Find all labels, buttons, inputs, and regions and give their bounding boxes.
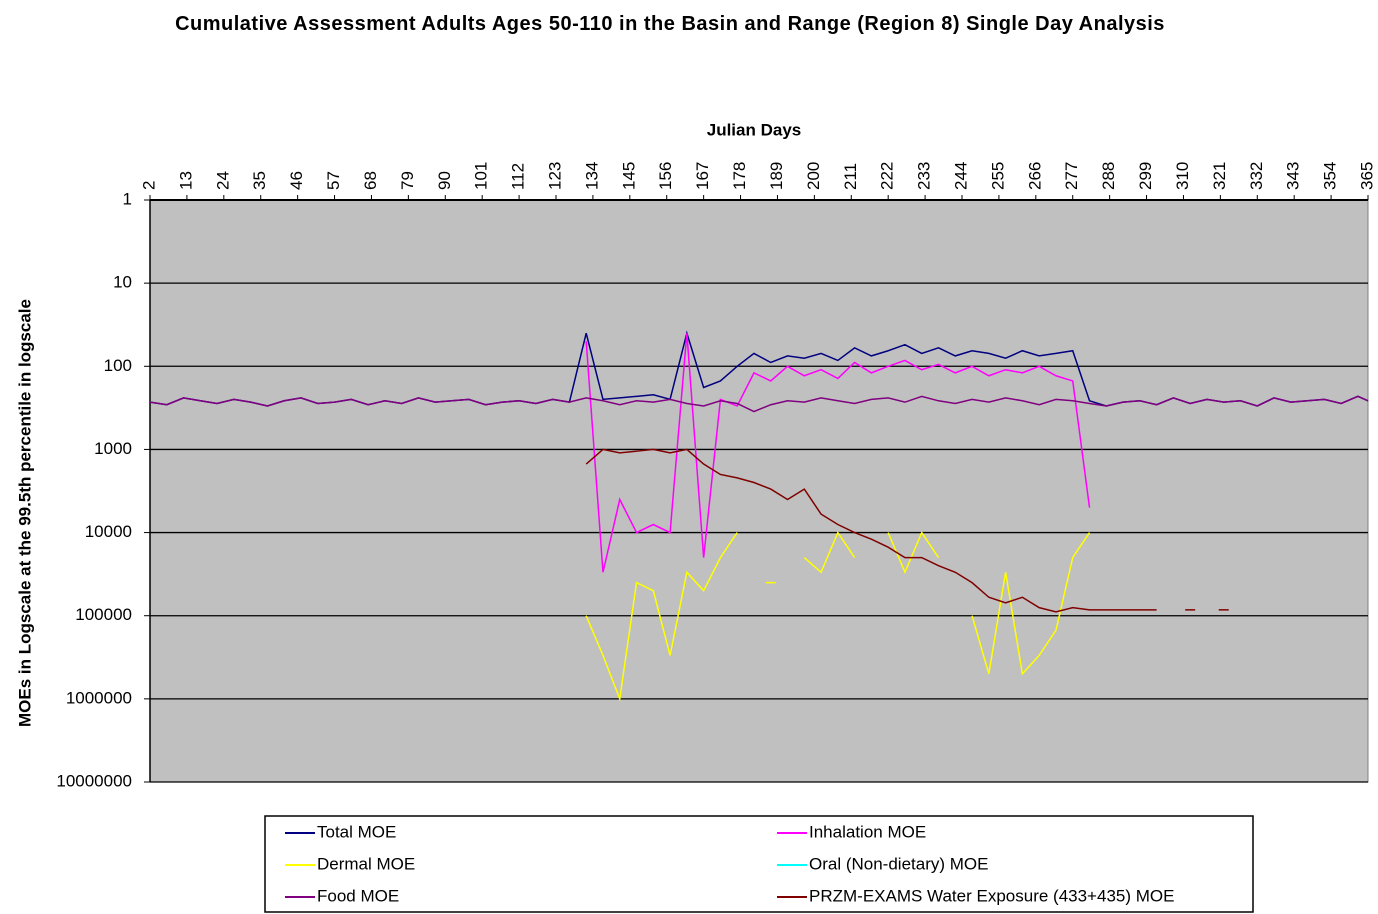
y-tick-label: 1 [123,189,132,208]
x-tick-label: 310 [1173,162,1192,190]
x-tick-label: 2 [139,181,158,190]
y-axis-label: MOEs in Logscale at the 99.5th percentil… [15,299,34,727]
x-tick-label: 277 [1062,162,1081,190]
x-tick-label: 244 [951,162,970,190]
x-tick-label: 332 [1247,162,1266,190]
y-tick-label: 1000000 [66,688,132,707]
legend-label: PRZM-EXAMS Water Exposure (433+435) MOE [809,886,1174,905]
x-tick-label: 68 [361,171,380,190]
legend-label: Oral (Non-dietary) MOE [809,854,988,873]
series-line [149,395,1369,413]
x-tick-label: 145 [619,162,638,190]
chart-title: Cumulative Assessment Adults Ages 50-110… [175,13,1165,35]
x-tick-label: 354 [1321,162,1340,190]
x-tick-label: 222 [878,162,897,190]
x-tick-label: 299 [1136,162,1155,190]
x-tick-label: 255 [988,162,1007,190]
x-tick-label: 211 [841,163,860,190]
x-tick-label: 156 [656,162,675,190]
x-tick-label: 266 [1025,162,1044,190]
x-tick-label: 57 [324,171,343,190]
y-tick-label: 100 [104,356,132,375]
legend-label: Food MOE [317,886,399,905]
x-tick-label: 35 [250,171,269,190]
plot-area [149,199,1369,783]
x-tick-label: 90 [435,171,454,190]
x-tick-label: 200 [804,162,823,190]
series-line [803,531,856,574]
y-tick-label: 1000 [94,439,132,458]
series-line [971,532,1091,676]
x-tick-label: 321 [1210,162,1229,190]
x-tick-label: 167 [693,162,712,190]
y-tick-label: 10 [113,273,132,292]
x-tick-label: 112 [509,163,528,190]
x-tick-label: 79 [398,171,417,190]
x-tick-label: 288 [1099,162,1118,190]
y-tick-label: 10000 [85,522,132,541]
x-tick-label: 24 [213,171,232,190]
x-tick-label: 233 [915,162,934,190]
x-tick-label: 101 [472,162,491,190]
x-tick-label: 134 [582,162,601,190]
legend-label: Total MOE [317,822,396,841]
series-line [585,448,1157,613]
x-tick-label: 13 [176,171,195,190]
y-tick-label: 100000 [75,605,132,624]
legend-label: Dermal MOE [317,854,415,873]
x-tick-label: 178 [730,162,749,190]
y-tick-label: 10000000 [56,771,132,790]
x-tick-label: 365 [1357,162,1376,190]
x-tick-label: 189 [767,162,786,190]
legend-box [264,815,1254,913]
x-tick-label: 343 [1284,162,1303,190]
x-axis-label: Julian Days [707,120,802,139]
series-line [585,532,738,702]
x-tick-label: 46 [287,171,306,190]
x-tick-label: 123 [545,162,564,190]
series-line [585,333,1091,573]
legend-label: Inhalation MOE [809,822,926,841]
